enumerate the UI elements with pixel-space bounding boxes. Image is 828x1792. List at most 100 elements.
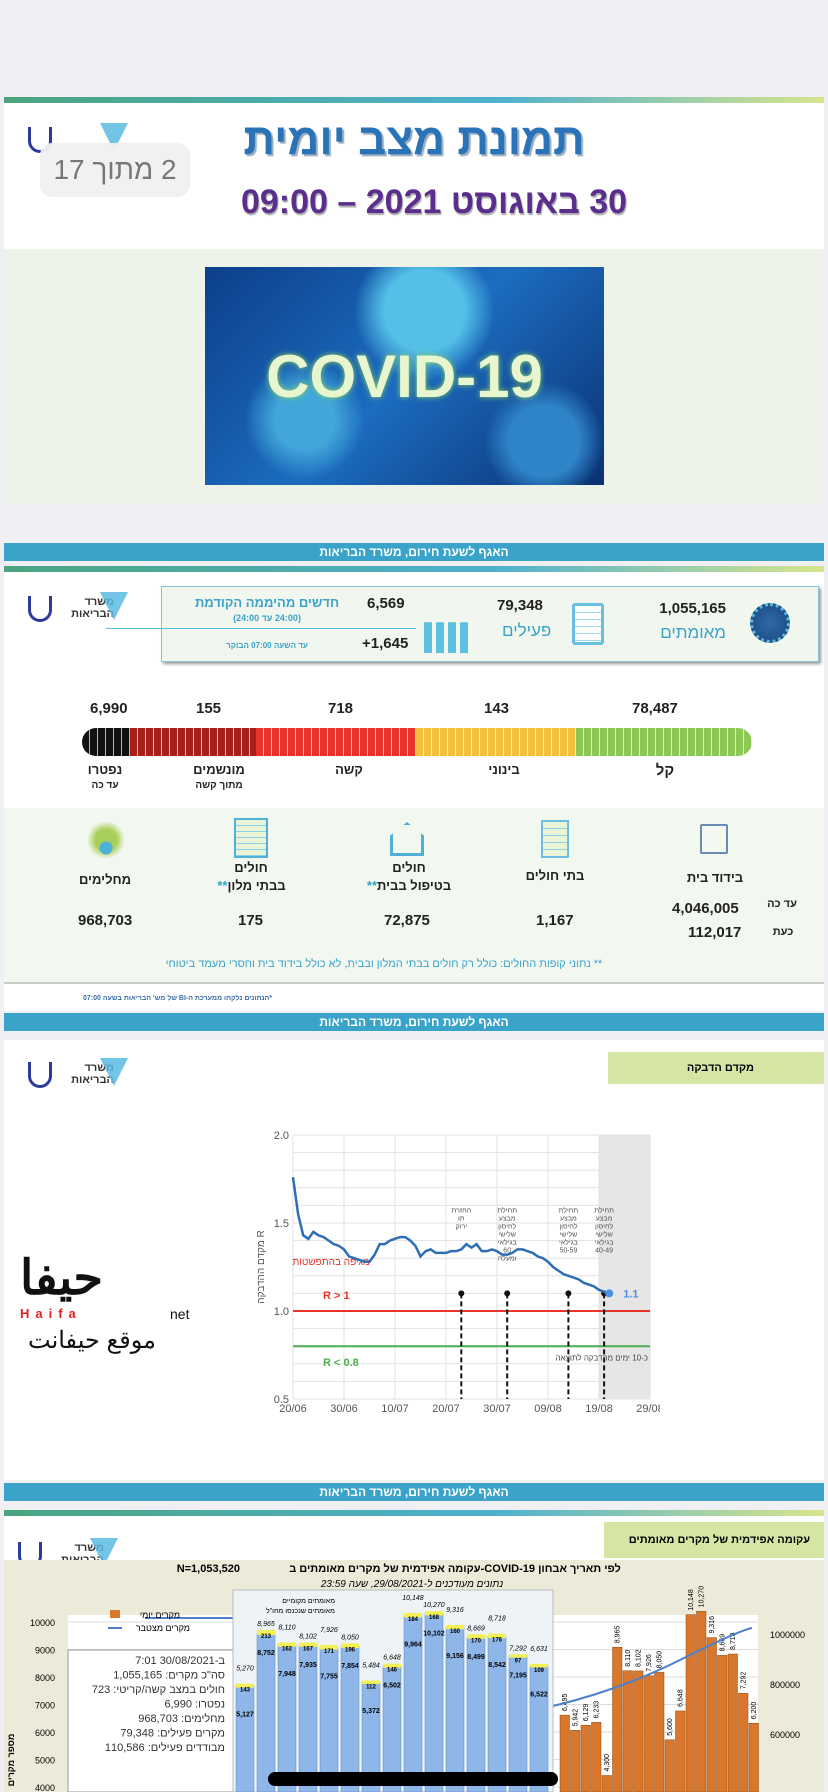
epi-chart: עקומה אפידמית של מקרים מאומתים ב-COVID-1…	[6, 1562, 805, 1792]
y-tick-label: 1.0	[274, 1306, 289, 1318]
x-tick-label: 20/07	[432, 1403, 460, 1415]
inset-total-label: 8,669	[467, 1625, 485, 1632]
daily-bar	[591, 1722, 602, 1792]
y-tick-left: 9000	[35, 1646, 55, 1656]
inset-local-label: 6,502	[383, 1683, 401, 1690]
bar-label: 8,110	[625, 1650, 632, 1667]
severity-label-mild: קל	[655, 762, 675, 779]
inset-bar-abroad	[446, 1624, 464, 1630]
inset-total-label: 10,270	[423, 1602, 445, 1609]
y-tick-left: 4000	[35, 1783, 55, 1792]
severity-segment-deceased	[82, 728, 130, 756]
isolation-so-far-label: עד כה	[767, 898, 797, 910]
inset-total-label: 5,484	[362, 1662, 380, 1669]
inset-local-label: 8,542	[488, 1662, 506, 1669]
last-value-label: 1.1	[623, 1288, 638, 1300]
inset-local-label: 8,752	[257, 1650, 275, 1657]
summary-line: מקרים פעילים: 79,348	[120, 1727, 225, 1740]
inset-local-label: 10,102	[423, 1631, 445, 1638]
clipboard-icon	[572, 603, 604, 645]
severity-bar	[82, 728, 752, 756]
event-label: החזרת תו ירוק	[451, 1207, 471, 1230]
daily-bar	[706, 1637, 717, 1792]
daily-bar	[748, 1723, 759, 1792]
inset-bar-abroad	[509, 1654, 527, 1658]
inset-abroad-label: 97	[515, 1658, 522, 1664]
inset-bar-local	[487, 1635, 507, 1792]
shade-label: כ-10 ימים מהדבקה לתוצאה	[555, 1353, 648, 1362]
inset-bar-abroad	[320, 1645, 338, 1650]
inset-bar-abroad	[530, 1663, 548, 1668]
summary-line: חולים במצב קשה/קריטי: 723	[92, 1683, 225, 1696]
bar-label: 6,233	[594, 1701, 601, 1719]
inset-total-label: 9,316	[446, 1607, 464, 1614]
inset-total-label: 8,102	[299, 1634, 317, 1641]
virus-icon	[750, 603, 790, 643]
new-cases-subtitle: (24:00 עד 24:00)	[233, 613, 301, 623]
reference-label: R < 0.8	[323, 1357, 359, 1369]
home-indicator	[268, 1772, 558, 1786]
section-banner: האגף לשעת חירום, משרד הבריאות	[4, 1013, 824, 1031]
bar-label: 10,270	[699, 1586, 706, 1608]
summary-line: מבודדים פעילים: 110,586	[105, 1741, 225, 1754]
x-tick-label: 10/07	[381, 1403, 409, 1415]
active-value: 79,348	[497, 597, 543, 614]
severity-segment-mild	[576, 728, 752, 756]
forecast-shade	[599, 1135, 650, 1399]
event-marker	[565, 1290, 572, 1297]
severity-sublabel-ventilated: מתוך קשה	[195, 780, 243, 791]
inset-local-label: 7,195	[509, 1673, 527, 1680]
summary-box: 1,055,165 מאומתים 79,348 פעילים 6,569 חד…	[106, 586, 819, 662]
x-tick-label: 30/06	[330, 1403, 358, 1415]
x-tick-label: 19/08	[585, 1403, 613, 1415]
gradient-bar	[4, 566, 824, 572]
hospital-icon	[541, 820, 569, 858]
home-care-label2: בטיפול בבית**	[366, 878, 452, 893]
confirmed-value: 1,055,165	[659, 600, 726, 617]
x-tick-label: 29/08	[636, 1403, 660, 1415]
inset-legend: מאומתים מקומיים	[282, 1598, 335, 1605]
inset-abroad-label: 112	[366, 1684, 376, 1690]
y-tick-label: 0.5	[274, 1394, 289, 1406]
bar-label: 6,200	[751, 1702, 758, 1720]
breakdown-panel: בידוד בית עד כה 4,046,005 כעת 112,017 בת…	[4, 808, 824, 984]
daily-bar	[643, 1675, 654, 1792]
inset-total-label: 8,110	[279, 1624, 296, 1631]
x-tick-label: 30/07	[483, 1403, 511, 1415]
inset-abroad-label: 170	[471, 1638, 482, 1644]
event-label: תחילת מבצע לחיסון שלישי בגילאי 40-49	[594, 1206, 614, 1254]
confirmed-label: מאומתים	[660, 623, 726, 642]
inset-total-label: 8,965	[257, 1621, 275, 1628]
inset-local-label: 6,522	[530, 1691, 548, 1698]
new-cases-title: חדשים מהיממה הקודמת	[194, 595, 340, 610]
summary-line: מחלימים: 968,703	[138, 1712, 225, 1725]
hotels-value: 175	[238, 912, 264, 929]
hotels-label2: בבתי מלון**	[217, 878, 286, 893]
slide-title-text: תמונת מצב יומית	[243, 115, 585, 164]
summary-line: ב-30/08/2021 7:01	[135, 1655, 225, 1667]
severity-value-severe: 718	[328, 700, 354, 717]
daily-bar	[580, 1724, 591, 1792]
house-icon	[390, 822, 424, 856]
inset-bar-local	[235, 1685, 255, 1792]
y-tick-left: 6000	[35, 1728, 55, 1738]
inset-bar-abroad	[488, 1633, 506, 1639]
gradient-bar	[4, 1510, 824, 1516]
inset-local-label: 7,854	[341, 1663, 359, 1670]
inset-bar-abroad	[425, 1611, 443, 1616]
section-banner: האגף לשעת חירום, משרד הבריאות	[4, 543, 824, 561]
bar-label: 8,102	[636, 1649, 643, 1667]
severity-sublabel-deceased: עד כה	[91, 780, 119, 791]
inset-local-label: 7,948	[278, 1671, 296, 1678]
summary-box	[67, 1649, 234, 1792]
y-axis-label: מספר מקרים	[6, 1734, 16, 1787]
severity-label-severe: קשה	[335, 762, 363, 777]
bar-label: 4,300	[604, 1754, 611, 1772]
inset-abroad-label: 162	[282, 1646, 293, 1652]
legend-swatch-daily	[110, 1610, 120, 1618]
inset-abroad-label: 146	[387, 1668, 398, 1674]
severity-label-moderate: בינוני	[488, 762, 520, 777]
inset-legend: מאומתים שנכנסו מחו"ל	[266, 1607, 335, 1615]
inset-local-label: 7,935	[299, 1662, 317, 1669]
new-cases-since-label: עד השעה 07:00 הבוקר	[226, 641, 308, 650]
